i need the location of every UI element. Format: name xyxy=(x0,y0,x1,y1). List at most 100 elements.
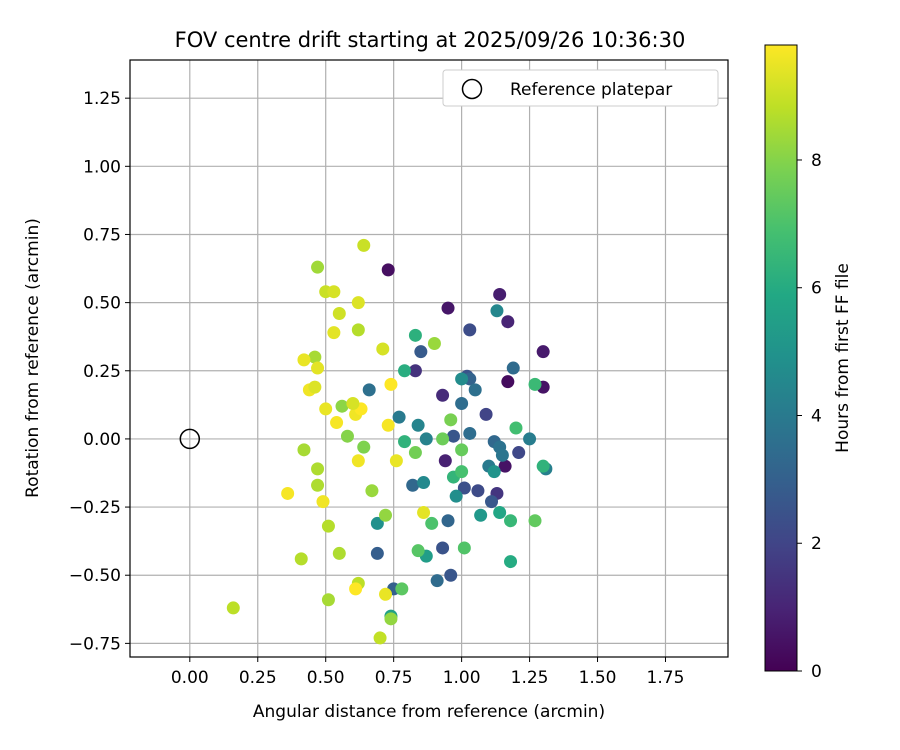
data-point xyxy=(308,350,322,364)
y-tick-label: 0.50 xyxy=(83,294,121,314)
data-point xyxy=(351,454,365,468)
legend: Reference platepar xyxy=(442,69,719,107)
x-tick-label: 1.25 xyxy=(511,668,549,688)
data-point xyxy=(321,519,335,533)
data-point xyxy=(487,465,501,479)
data-point xyxy=(430,574,444,588)
y-tick-label: 0.25 xyxy=(83,362,121,382)
data-point xyxy=(362,383,376,397)
data-point xyxy=(438,454,452,468)
data-point xyxy=(311,478,325,492)
data-point xyxy=(444,568,458,582)
y-ticks: −0.75 −0.50 −0.25 0.00 0.25 0.50 0.75 1.00 1.25 xyxy=(69,89,130,654)
legend-entry-reference: Reference platepar xyxy=(510,80,672,100)
x-tick-label: 1.75 xyxy=(647,668,685,688)
data-point xyxy=(474,508,488,522)
data-point xyxy=(311,462,325,476)
data-point xyxy=(536,459,550,473)
data-point xyxy=(294,552,308,566)
data-point xyxy=(455,396,469,410)
data-point xyxy=(528,514,542,528)
colorbar-tick-label: 2 xyxy=(811,534,822,554)
data-point xyxy=(327,285,341,299)
data-point xyxy=(297,353,311,367)
data-point xyxy=(504,514,518,528)
x-tick-label: 0.50 xyxy=(307,668,345,688)
data-point xyxy=(332,307,346,321)
data-point xyxy=(379,508,393,522)
data-point xyxy=(384,377,398,391)
data-point xyxy=(349,582,363,596)
data-point xyxy=(463,426,477,440)
data-point xyxy=(455,372,469,386)
chart-title: FOV centre drift starting at 2025/09/26 … xyxy=(175,28,686,52)
data-point xyxy=(419,432,433,446)
y-tick-label: 0.00 xyxy=(83,430,121,450)
y-tick-label: −0.75 xyxy=(69,634,121,654)
data-point xyxy=(417,506,431,520)
data-point xyxy=(311,361,325,375)
data-point xyxy=(297,443,311,457)
data-point xyxy=(408,446,422,460)
data-point xyxy=(479,407,493,421)
colorbar-tick-label: 8 xyxy=(811,151,822,171)
data-point xyxy=(495,448,509,462)
legend-box xyxy=(442,69,719,107)
plot-area-frame xyxy=(129,59,729,658)
data-point xyxy=(398,364,412,378)
y-tick-label: 1.25 xyxy=(83,89,121,109)
data-point xyxy=(501,375,515,389)
data-point xyxy=(340,429,354,443)
data-point xyxy=(381,418,395,432)
data-point xyxy=(446,429,460,443)
data-point xyxy=(357,440,371,454)
reference-platepar-marker xyxy=(179,428,201,450)
data-point xyxy=(330,416,344,430)
colorbar-tick-label: 6 xyxy=(811,279,822,299)
data-point xyxy=(370,516,384,530)
x-tick-label: 0.00 xyxy=(171,668,209,688)
data-point xyxy=(455,443,469,457)
y-tick-label: −0.50 xyxy=(69,566,121,586)
x-tick-label: 1.50 xyxy=(579,668,617,688)
data-point xyxy=(406,478,420,492)
data-point xyxy=(226,601,240,615)
data-point xyxy=(417,476,431,490)
x-axis-label: Angular distance from reference (arcmin) xyxy=(253,702,605,722)
data-point xyxy=(395,582,409,596)
data-point xyxy=(468,383,482,397)
data-point xyxy=(321,593,335,607)
data-point xyxy=(436,541,450,555)
data-point xyxy=(414,345,428,359)
x-tick-label: 0.75 xyxy=(375,668,413,688)
data-point xyxy=(436,388,450,402)
data-point xyxy=(493,287,507,301)
y-tick-label: 0.75 xyxy=(83,225,121,245)
data-point xyxy=(498,459,512,473)
data-point xyxy=(398,435,412,449)
y-axis-label: Rotation from reference (arcmin) xyxy=(23,218,43,498)
data-point xyxy=(346,396,360,410)
data-point xyxy=(373,631,387,645)
reference-marker-layer xyxy=(179,428,201,450)
colorbar: 0 2 4 6 8 Hours from first FF file xyxy=(764,44,853,682)
data-point xyxy=(365,484,379,498)
y-tick-label: −0.25 xyxy=(69,498,121,518)
data-point xyxy=(425,516,439,530)
data-point xyxy=(427,337,441,351)
data-point xyxy=(455,465,469,479)
colorbar-tick-label: 4 xyxy=(811,406,822,426)
colorbar-label: Hours from first FF file xyxy=(833,263,853,453)
data-point xyxy=(411,544,425,558)
data-point xyxy=(449,489,463,503)
data-point xyxy=(351,323,365,337)
colorbar-gradient xyxy=(764,44,798,672)
data-point xyxy=(444,413,458,427)
x-tick-label: 1.00 xyxy=(443,668,481,688)
data-point xyxy=(308,380,322,394)
data-point xyxy=(379,587,393,601)
data-point xyxy=(381,263,395,277)
data-point xyxy=(357,238,371,252)
x-tick-label: 0.25 xyxy=(239,668,277,688)
